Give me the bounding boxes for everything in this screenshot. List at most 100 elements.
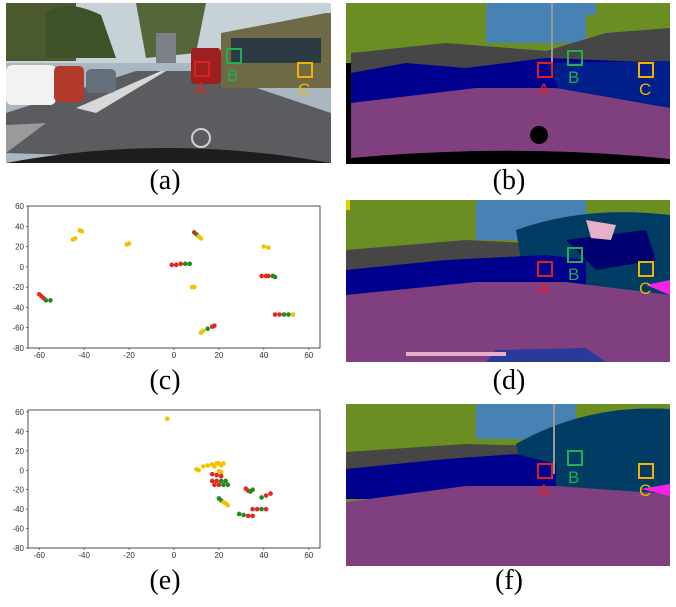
data-point-green xyxy=(259,495,264,500)
x-tick-label: 20 xyxy=(214,551,223,560)
seg-gt-marker-b: B xyxy=(567,50,587,94)
data-point-red xyxy=(218,473,224,479)
seg-d-marker-a: A xyxy=(537,261,557,305)
data-point-green xyxy=(223,478,228,484)
x-tick-label: -60 xyxy=(33,551,45,560)
seg-d-marker-c: C xyxy=(638,261,658,305)
y-tick-label: 40 xyxy=(15,427,24,436)
y-tick-label: 60 xyxy=(15,408,24,417)
marker-label-a: A xyxy=(195,79,207,98)
caption-d: (d) xyxy=(492,365,526,396)
scatter-plot-e: -60 -40 -20 0 20 40 60 60 40 20 0 -20 -40 -60 -80 xyxy=(12,408,321,560)
marker-group-b: B xyxy=(226,48,246,92)
data-point-red xyxy=(214,478,219,484)
data-point-red xyxy=(173,262,179,268)
seg-d-label-a: A xyxy=(538,279,550,298)
y-tick-label: 60 xyxy=(15,202,24,211)
y-tick-label: -40 xyxy=(12,505,24,514)
data-point-red xyxy=(169,262,175,268)
seg-gt-label-a: A xyxy=(538,80,550,99)
x-tick-label: -60 xyxy=(33,351,45,360)
data-point-green xyxy=(221,482,226,488)
marker-box-c xyxy=(297,62,313,78)
data-point-red xyxy=(259,273,264,279)
seg-d-label-b: B xyxy=(568,265,580,284)
data-point-red xyxy=(212,323,217,328)
x-tick-label: -20 xyxy=(123,351,135,360)
data-point-yellow xyxy=(218,469,224,475)
seg-gt-marker-c: C xyxy=(638,62,658,106)
seg-d-box-b xyxy=(567,247,583,263)
data-point-red xyxy=(212,482,217,488)
seg-gt-box-b xyxy=(567,50,583,66)
y-tick-label: -60 xyxy=(12,525,24,534)
segmentation-prediction-f xyxy=(346,404,670,566)
data-point-red xyxy=(209,478,215,484)
data-point-red xyxy=(250,506,255,512)
data-point-green xyxy=(187,261,193,267)
seg-gt-label-b: B xyxy=(568,68,580,87)
data-point-red xyxy=(209,471,215,477)
marker-box-a xyxy=(194,61,210,77)
data-point-green xyxy=(286,312,291,317)
street-photo xyxy=(6,3,331,163)
data-point-green xyxy=(281,312,287,317)
data-point-red xyxy=(245,513,251,519)
y-tick-label: -20 xyxy=(12,283,24,292)
seg-d-marker-b: B xyxy=(567,247,587,291)
data-point-red xyxy=(214,472,219,478)
y-tick-label: -20 xyxy=(12,486,24,495)
data-point-yellow xyxy=(196,467,202,473)
x-tick-label: 60 xyxy=(304,551,313,560)
data-point-yellow xyxy=(266,245,271,250)
y-tick-label: -80 xyxy=(12,544,24,553)
data-point-green xyxy=(272,274,278,280)
y-tick-label: 0 xyxy=(20,263,25,272)
data-point-yellow xyxy=(221,461,226,466)
data-point-green xyxy=(250,487,255,492)
x-tick-label: 20 xyxy=(214,351,223,360)
seg-gt-label-c: C xyxy=(639,80,652,99)
y-tick-label: -60 xyxy=(12,324,24,333)
marker-label-c: C xyxy=(298,80,311,99)
x-tick-label: 0 xyxy=(172,351,177,360)
data-point-red xyxy=(216,482,222,488)
marker-label-b: B xyxy=(227,66,239,85)
segmentation-prediction-d xyxy=(346,200,670,362)
seg-f-marker-a: A xyxy=(537,463,557,507)
data-point-yellow xyxy=(261,244,267,249)
x-tick-label: 40 xyxy=(259,551,268,560)
seg-gt-marker-a: A xyxy=(537,62,557,106)
y-tick-label: -40 xyxy=(12,303,24,312)
seg-f-label-c: C xyxy=(639,481,652,500)
data-point-green xyxy=(236,511,242,517)
seg-f-label-a: A xyxy=(538,481,550,500)
caption-e: (e) xyxy=(149,565,181,596)
seg-f-marker-c: C xyxy=(638,463,658,507)
x-tick-label: -40 xyxy=(78,351,90,360)
data-point-yellow xyxy=(205,463,210,468)
segmentation-ground-truth xyxy=(346,3,670,164)
data-point-green xyxy=(48,298,53,303)
caption-f: (f) xyxy=(495,565,523,596)
x-tick-label: 40 xyxy=(259,351,268,360)
data-point-yellow xyxy=(290,312,296,317)
data-point-green xyxy=(182,261,188,267)
x-tick-label: 60 xyxy=(304,351,313,360)
seg-gt-box-a xyxy=(537,62,553,78)
marker-group-c: C xyxy=(297,62,317,106)
y-tick-label: 20 xyxy=(15,243,24,252)
caption-a: (a) xyxy=(149,165,181,196)
data-point-yellow xyxy=(126,241,132,246)
plot-frame xyxy=(27,409,321,549)
data-point-red xyxy=(277,312,282,317)
data-point-red xyxy=(263,493,269,498)
x-tick-label: -40 xyxy=(78,551,90,560)
seg-f-marker-b: B xyxy=(567,450,587,494)
data-point-yellow xyxy=(225,502,231,508)
marker-group-a: A xyxy=(194,61,214,105)
data-point-green xyxy=(205,326,210,332)
data-point-yellow xyxy=(79,229,85,234)
seg-d-box-a xyxy=(537,261,553,277)
data-point-red xyxy=(268,491,273,496)
